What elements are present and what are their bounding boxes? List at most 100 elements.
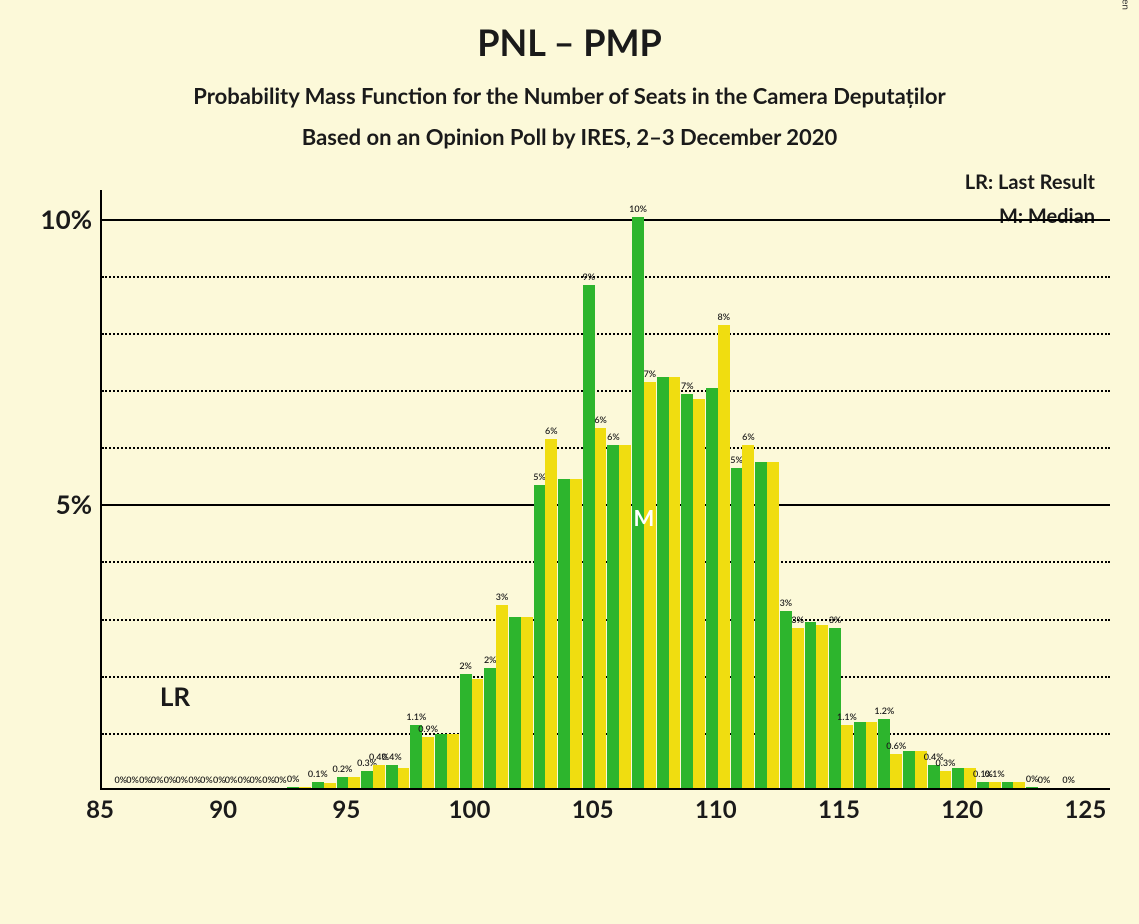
bar-yellow: [669, 377, 681, 788]
bar-value-label: 3%: [791, 614, 804, 625]
bar-value-label: 10%: [629, 203, 647, 214]
bar-value-label: 0%: [176, 774, 189, 785]
bar-yellow: [472, 679, 484, 788]
bar-yellow: 3%: [496, 605, 508, 788]
bar-value-label: 0%: [213, 774, 226, 785]
bar-green: 3%: [829, 628, 841, 788]
bar-yellow: [619, 445, 631, 788]
bar-value-label: 1.1%: [837, 711, 857, 722]
bar-yellow: 6%: [742, 445, 754, 788]
x-axis-tick: 120: [941, 795, 983, 824]
x-axis-tick: 110: [695, 795, 737, 824]
bar-value-label: 2%: [459, 660, 472, 671]
bar-green: [805, 622, 817, 788]
bar-value-label: 0%: [200, 774, 213, 785]
bar-green: [755, 462, 767, 788]
bar-yellow: [816, 625, 828, 788]
bar-value-label: 0%: [1062, 774, 1075, 785]
bar-yellow: 0.9%: [422, 737, 434, 788]
bar-green: 3%: [780, 611, 792, 788]
chart-area: LR: Last Result M: Median 0%0%0%0%0%0%0%…: [100, 190, 1110, 830]
bar-yellow: [299, 787, 311, 788]
chart-subtitle-2: Based on an Opinion Poll by IRES, 2–3 De…: [0, 123, 1139, 150]
bar-green: 6%: [607, 445, 619, 788]
bar-value-label: 0%: [274, 774, 287, 785]
bar-value-label: 0.6%: [886, 740, 906, 751]
bar-value-label: 0%: [262, 774, 275, 785]
bar-value-label: 0%: [151, 774, 164, 785]
bar-yellow: [767, 462, 779, 788]
bar-green: 0%: [1026, 787, 1038, 788]
bar-green: [657, 377, 669, 788]
bar-value-label: 5%: [730, 454, 743, 465]
x-axis-tick: 125: [1064, 795, 1106, 824]
y-axis-tick: 10%: [41, 203, 92, 235]
bar-yellow: [570, 479, 582, 788]
bar-yellow: 1.1%: [841, 725, 853, 788]
bar-value-label: 5%: [533, 471, 546, 482]
bar-green: 2%: [484, 668, 496, 788]
median-marker: M: [634, 504, 655, 531]
bar-green: [1002, 782, 1014, 788]
bars-container: 0%0%0%0%0%0%0%0%0%0%0%0%0%0%0%0.1%0.2%0.…: [102, 190, 1110, 788]
bar-value-label: 0%: [238, 774, 251, 785]
bar-yellow: 6%: [595, 428, 607, 788]
y-axis-tick: 5%: [56, 488, 92, 520]
bar-value-label: 0%: [1038, 774, 1051, 785]
bar-green: 0.1%: [312, 782, 324, 788]
bar-yellow: 7%: [644, 382, 656, 788]
bar-value-label: 0%: [1026, 773, 1039, 784]
bar-value-label: 0%: [139, 774, 152, 785]
bar-value-label: 0.2%: [332, 763, 352, 774]
bar-green: 5%: [731, 468, 743, 788]
bar-green: 2%: [460, 674, 472, 788]
bar-value-label: 7%: [644, 368, 657, 379]
bar-yellow: [693, 399, 705, 788]
bar-value-label: 3%: [496, 591, 509, 602]
bar-value-label: 0%: [225, 774, 238, 785]
bar-value-label: 1.2%: [874, 705, 894, 716]
bar-green: 0%: [287, 787, 299, 788]
copyright-text: © 2020 Filip van Laenen: [1119, 0, 1131, 10]
bar-value-label: 1.1%: [406, 711, 426, 722]
x-axis-tick: 85: [86, 795, 114, 824]
x-axis-tick: 95: [332, 795, 360, 824]
bar-yellow: [324, 783, 336, 788]
bar-yellow: 0.1%: [989, 782, 1001, 788]
x-axis-tick: 100: [449, 795, 491, 824]
bar-value-label: 7%: [681, 380, 694, 391]
bar-value-label: 0.9%: [418, 723, 438, 734]
bar-green: 0.3%: [361, 771, 373, 788]
bar-yellow: [866, 722, 878, 788]
bar-yellow: 0.6%: [890, 754, 902, 788]
x-axis-tick: 90: [209, 795, 237, 824]
bar-yellow: 6%: [545, 439, 557, 788]
bar-value-label: 9%: [582, 271, 595, 282]
bar-value-label: 6%: [545, 425, 558, 436]
lr-marker: LR: [160, 680, 190, 712]
bar-green: 9%: [583, 285, 595, 788]
bar-green: 10%: [632, 217, 644, 788]
bar-green: 1.2%: [878, 719, 890, 788]
x-axis-tick: 105: [572, 795, 614, 824]
bar-green: 0.2%: [337, 777, 349, 788]
bar-green: [903, 751, 915, 788]
bar-yellow: 0.3%: [940, 771, 952, 788]
bar-yellow: 8%: [718, 325, 730, 788]
bar-green: [854, 722, 866, 788]
bar-value-label: 0%: [188, 774, 201, 785]
bar-green: [435, 734, 447, 788]
bar-value-label: 8%: [717, 311, 730, 322]
bar-yellow: 0.4%: [373, 765, 385, 788]
bar-value-label: 6%: [607, 431, 620, 442]
bar-green: 0.4%: [386, 765, 398, 788]
bar-value-label: 0.3%: [936, 757, 956, 768]
bar-green: [706, 388, 718, 788]
bar-value-label: 6%: [594, 414, 607, 425]
bar-value-label: 3%: [829, 614, 842, 625]
bar-yellow: [447, 734, 459, 788]
bar-green: 7%: [681, 394, 693, 788]
bar-green: [952, 768, 964, 788]
bar-yellow: 3%: [792, 628, 804, 788]
chart-title: PNL – PMP: [0, 0, 1139, 64]
